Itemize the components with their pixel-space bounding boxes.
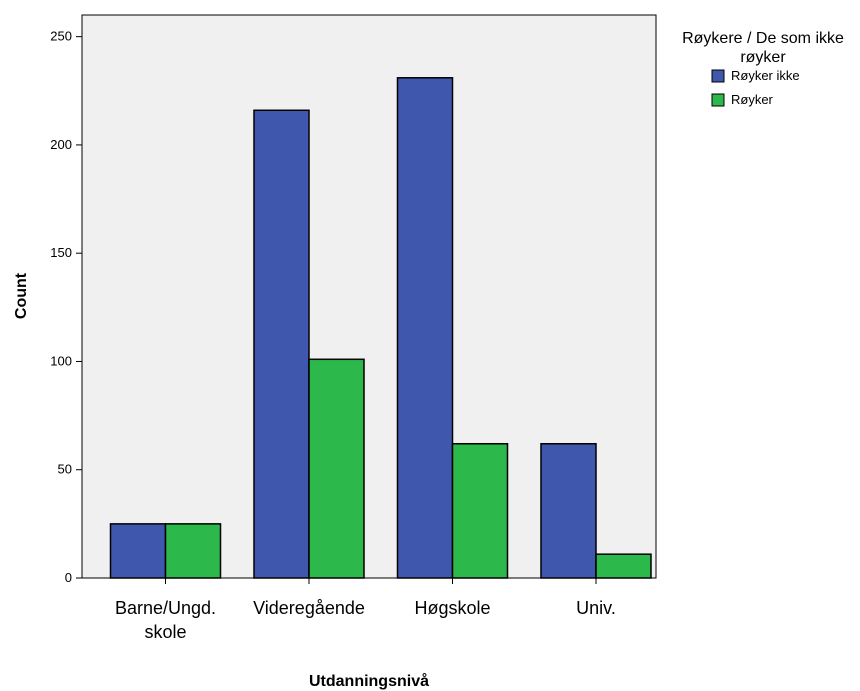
bar-royker-3 bbox=[595, 553, 652, 579]
y-axis: 0 50 100 150 200 250 bbox=[50, 29, 82, 585]
bar-royker-2 bbox=[451, 442, 509, 579]
legend: Røykere / De som ikke røyker Røyker ikke Rø… bbox=[682, 30, 844, 107]
x-axis: Barne/Ungd. skole Videregående Høgskole Univ… bbox=[115, 578, 616, 642]
y-tick-label: 250 bbox=[50, 29, 72, 44]
y-axis-title: Count bbox=[13, 272, 30, 319]
y-tick-label: 0 bbox=[65, 570, 72, 585]
bar-royker-ikke-1 bbox=[253, 109, 310, 579]
bar-royker-ikke-0 bbox=[109, 523, 167, 579]
bar-royker-ikke-3 bbox=[540, 442, 597, 579]
legend-swatch bbox=[711, 93, 725, 107]
x-tick-label: Univ. bbox=[576, 598, 616, 618]
y-tick-label: 200 bbox=[50, 137, 72, 152]
legend-label: Røyker ikke bbox=[731, 68, 800, 83]
x-axis-title: Utdanningsnivå bbox=[309, 672, 429, 690]
y-tick-label: 150 bbox=[50, 245, 72, 260]
x-tick-label: Videregående bbox=[253, 598, 365, 618]
x-tick-label: Barne/Ungd. skole bbox=[115, 598, 216, 642]
x-tick-label: Høgskole bbox=[414, 598, 490, 618]
bar-royker-0 bbox=[164, 523, 222, 579]
y-tick-label: 50 bbox=[58, 462, 72, 477]
bar-royker-1 bbox=[308, 358, 365, 579]
legend-swatch bbox=[711, 69, 725, 83]
y-tick-label: 100 bbox=[50, 353, 72, 368]
bar-royker-ikke-2 bbox=[396, 77, 454, 579]
legend-title: Røykere / De som ikke røyker bbox=[682, 30, 844, 66]
bars-group bbox=[109, 77, 652, 579]
legend-label: Røyker bbox=[731, 92, 774, 107]
